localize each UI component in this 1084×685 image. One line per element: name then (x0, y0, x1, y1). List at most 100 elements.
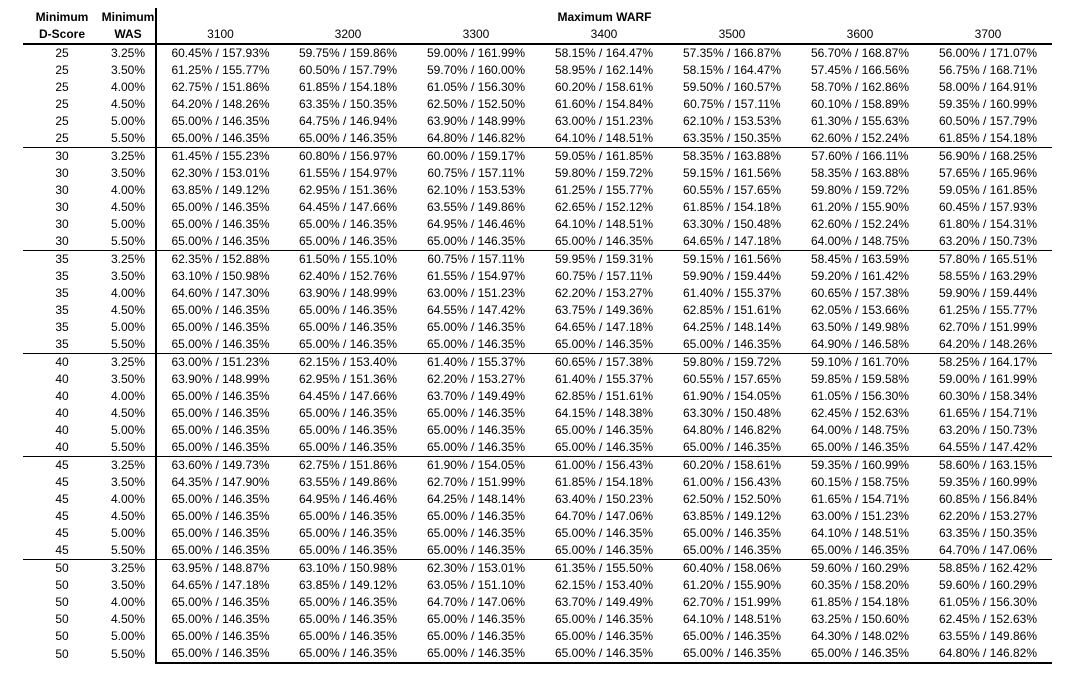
warf-value-cell: 65.00% / 146.35% (284, 233, 412, 251)
warf-value-cell: 63.10% / 150.98% (298, 561, 398, 575)
warf-value-cell: 60.65% / 157.38% (810, 286, 910, 300)
table-row: 25 3.25% 60.45% / 157.93% 59.75% / 159.86% 5… (23, 44, 1052, 62)
warf-value-cell: 64.10% / 148.51% (554, 217, 654, 231)
table-row: 35 5.00% 65.00% / 146.35% 65.00% / 146.35% 6… (23, 319, 1052, 336)
warf-value-cell: 65.00% / 146.35% (298, 612, 398, 626)
warf-value-cell: 65.00% / 146.35% (284, 130, 412, 148)
warf-value-cell: 64.15% / 148.38% (554, 406, 654, 420)
d-score-cell: 40 (55, 372, 69, 386)
was-cell: 5.50% (101, 130, 156, 148)
was-cell: 5.00% (110, 217, 146, 231)
d-score-cell: 45 (55, 509, 69, 523)
table-row: 35 3.25% 62.35% / 152.88% 61.50% / 155.10% 6… (23, 250, 1052, 268)
warf-value-cell: 56.90% / 168.25% (938, 149, 1038, 163)
table-row: 30 3.25% 61.45% / 155.23% 60.80% / 156.97% 6… (23, 147, 1052, 165)
warf-value-cell: 63.90% / 148.99% (426, 114, 526, 128)
table-row: 40 4.50% 65.00% / 146.35% 65.00% / 146.35% 6… (23, 405, 1052, 422)
warf-value-cell: 62.15% / 153.40% (298, 355, 398, 369)
warf-value-cell: 64.00% / 148.75% (810, 423, 910, 437)
warf-value-cell: 64.80% / 146.82% (682, 423, 782, 437)
minimum-was-header-line2: WAS (101, 26, 156, 45)
table-row: 30 4.00% 63.85% / 149.12% 62.95% / 151.36% 6… (23, 182, 1052, 199)
warf-value-cell: 62.30% / 153.01% (426, 561, 526, 575)
warf-value-cell: 65.00% / 146.35% (155, 302, 284, 319)
warf-value-cell: 60.30% / 158.34% (938, 389, 1038, 403)
warf-value-cell: 65.00% / 146.35% (155, 319, 284, 336)
was-cell: 4.50% (110, 406, 146, 420)
table-row: 25 4.00% 62.75% / 151.86% 61.85% / 154.18% 6… (23, 79, 1052, 96)
warf-value-cell: 65.00% / 146.35% (796, 645, 924, 664)
table-row: 50 4.00% 65.00% / 146.35% 65.00% / 146.35% 6… (23, 594, 1052, 611)
warf-value-cell: 65.00% / 146.35% (682, 629, 782, 643)
warf-value-cell: 58.85% / 162.42% (938, 561, 1038, 575)
warf-value-cell: 65.00% / 146.35% (155, 525, 284, 542)
warf-value-cell: 65.00% / 146.35% (155, 405, 284, 422)
table-row: 45 3.50% 64.35% / 147.90% 63.55% / 149.86% 6… (23, 474, 1052, 491)
warf-value-cell: 56.70% / 168.87% (810, 46, 910, 60)
was-cell: 3.25% (110, 561, 146, 575)
was-cell: 3.50% (110, 166, 146, 180)
was-cell: 3.50% (110, 475, 146, 489)
warf-value-cell: 62.50% / 152.50% (682, 492, 782, 506)
was-cell: 4.00% (110, 183, 146, 197)
warf-value-cell: 65.00% / 146.35% (426, 509, 526, 523)
warf-value-cell: 65.00% / 146.35% (155, 199, 284, 216)
warf-value-cell: 60.00% / 159.17% (426, 149, 526, 163)
d-score-cell: 30 (55, 217, 69, 231)
warf-value-cell: 63.60% / 149.73% (155, 456, 284, 474)
d-score-cell: 30 (55, 200, 69, 214)
warf-value-cell: 59.90% / 159.44% (938, 286, 1038, 300)
warf-value-cell: 65.00% / 146.35% (155, 130, 284, 148)
warf-value-cell: 65.00% / 146.35% (298, 406, 398, 420)
warf-value-cell: 59.50% / 160.57% (682, 80, 782, 94)
d-score-cell: 45 (55, 526, 69, 540)
warf-value-cell: 60.50% / 157.79% (298, 63, 398, 77)
warf-value-cell: 63.30% / 150.48% (682, 406, 782, 420)
warf-value-cell: 64.45% / 147.66% (298, 389, 398, 403)
warf-value-cell: 58.35% / 163.88% (810, 166, 910, 180)
was-cell: 5.00% (110, 629, 146, 643)
warf-value-cell: 61.85% / 154.18% (924, 130, 1052, 148)
warf-value-cell: 65.00% / 146.35% (155, 113, 284, 130)
warf-value-cell: 63.05% / 151.10% (426, 578, 526, 592)
warf-value-cell: 63.00% / 151.23% (155, 353, 284, 371)
was-cell: 4.00% (110, 595, 146, 609)
warf-value-cell: 62.75% / 151.86% (155, 79, 284, 96)
warf-value-cell: 62.65% / 152.12% (554, 200, 654, 214)
warf-value-cell: 57.80% / 165.51% (938, 252, 1038, 266)
table-row: 50 4.50% 65.00% / 146.35% 65.00% / 146.35% 6… (23, 611, 1052, 628)
warf-value-cell: 64.10% / 148.51% (540, 130, 668, 148)
warf-value-cell: 62.45% / 152.63% (938, 612, 1038, 626)
warf-value-cell: 65.00% / 146.35% (155, 542, 284, 560)
warf-value-cell: 63.00% / 151.23% (810, 509, 910, 523)
was-cell: 3.25% (110, 355, 146, 369)
warf-value-cell: 60.20% / 158.61% (682, 458, 782, 472)
warf-value-cell: 63.00% / 151.23% (554, 114, 654, 128)
warf-value-cell: 64.60% / 147.30% (155, 285, 284, 302)
warf-value-cell: 62.20% / 153.27% (938, 509, 1038, 523)
d-score-cell: 50 (55, 578, 69, 592)
warf-value-cell: 61.20% / 155.90% (682, 578, 782, 592)
warf-value-cell: 59.05% / 161.85% (938, 183, 1038, 197)
warf-value-cell: 65.00% / 146.35% (298, 595, 398, 609)
warf-value-cell: 65.00% / 146.35% (298, 320, 398, 334)
table-row: 30 5.50% 65.00% / 146.35% 65.00% / 146.35% 6… (23, 233, 1052, 251)
warf-matrix-sheet: Minimum Minimum Maximum WARF D-Score WAS… (23, 8, 1052, 664)
warf-value-cell: 63.70% / 149.49% (554, 595, 654, 609)
was-cell: 4.00% (110, 286, 146, 300)
warf-value-cell: 58.60% / 163.15% (938, 458, 1038, 472)
table-row: 25 3.50% 61.25% / 155.77% 60.50% / 157.79% 5… (23, 62, 1052, 79)
warf-value-cell: 64.95% / 146.46% (298, 492, 398, 506)
warf-value-cell: 64.30% / 148.02% (810, 629, 910, 643)
warf-value-cell: 57.65% / 165.96% (938, 166, 1038, 180)
d-score-cell: 50 (55, 612, 69, 626)
warf-value-cell: 65.00% / 146.35% (668, 439, 796, 457)
table-row: 50 3.50% 64.65% / 147.18% 63.85% / 149.12% 6… (23, 577, 1052, 594)
warf-value-cell: 65.00% / 146.35% (426, 423, 526, 437)
warf-matrix-table: Minimum Minimum Maximum WARF D-Score WAS… (23, 8, 1052, 664)
was-cell: 3.50% (110, 269, 146, 283)
warf-value-cell: 63.85% / 149.12% (155, 182, 284, 199)
warf-value-cell: 65.00% / 146.35% (412, 542, 540, 560)
was-cell: 3.50% (110, 578, 146, 592)
warf-value-cell: 61.90% / 154.05% (682, 389, 782, 403)
